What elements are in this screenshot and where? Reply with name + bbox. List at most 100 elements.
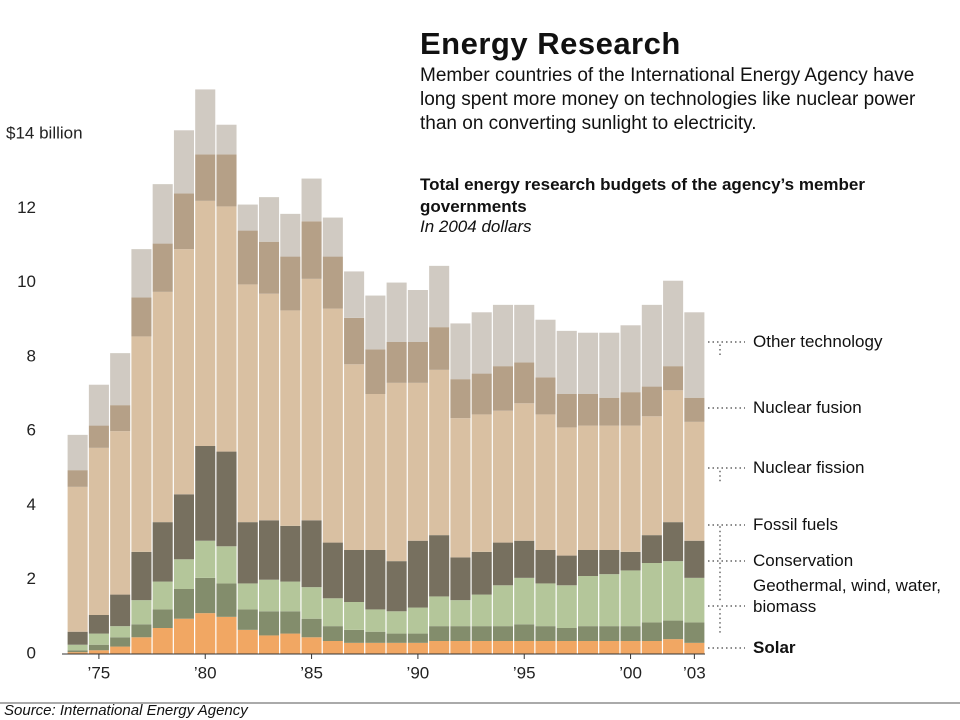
bar-segment: [67, 652, 88, 654]
bar-segment: [578, 626, 599, 641]
bar-segment: [492, 641, 513, 654]
legend-label: Nuclear fusion: [753, 398, 862, 417]
bar-segment: [322, 626, 343, 641]
bar-segment: [216, 451, 237, 547]
bar-segment: [684, 540, 705, 578]
bar-segment: [663, 280, 684, 367]
bar-segment: [280, 581, 301, 612]
x-tick-label: ’95: [513, 663, 536, 682]
y-tick-label: 0: [27, 643, 36, 662]
bar-segment: [599, 626, 620, 641]
bar-segment: [620, 641, 641, 654]
bar-segment: [471, 312, 492, 374]
bar-segment: [407, 342, 428, 383]
bar-segment: [429, 327, 450, 370]
bar-segment: [301, 520, 322, 588]
source: Source: International Energy Agency: [4, 702, 248, 719]
bar-segment: [88, 644, 109, 651]
bar-segment: [641, 304, 662, 387]
bar-segment: [131, 600, 152, 625]
bar-segment: [578, 550, 599, 576]
bar-segment: [259, 241, 280, 294]
bar-segment: [450, 557, 471, 601]
bar-segment: [365, 394, 386, 550]
bar-segment: [663, 620, 684, 640]
bar-segment: [152, 243, 173, 292]
bar-segment: [620, 570, 641, 627]
bar-segment: [344, 602, 365, 630]
bar-segment: [514, 577, 535, 625]
bar-segment: [110, 637, 131, 647]
bar-segment: [67, 650, 88, 653]
bar-segment: [259, 520, 280, 580]
y-tick-label: 2: [27, 569, 36, 588]
x-tick-label: ’00: [619, 663, 642, 682]
bar-segment: [344, 642, 365, 654]
bar-segment: [514, 362, 535, 404]
bar-segment: [301, 618, 322, 638]
bar-segment: [599, 550, 620, 575]
bar-segment: [492, 626, 513, 641]
bar-segment: [216, 124, 237, 155]
bar-segment: [492, 304, 513, 367]
bar-segment: [152, 291, 173, 523]
bar-segment: [471, 594, 492, 627]
bar-segment: [301, 637, 322, 654]
bar-segment: [322, 256, 343, 309]
bar-segment: [641, 563, 662, 623]
y-tick-label: 8: [27, 346, 36, 365]
legend-label: Nuclear fission: [753, 458, 865, 477]
bar-segment: [173, 130, 194, 194]
bar-segment: [152, 609, 173, 628]
bar-segment: [301, 178, 322, 222]
bar-segment: [131, 249, 152, 298]
bar-segment: [641, 386, 662, 417]
bar-segment: [407, 382, 428, 541]
bar-segment: [620, 551, 641, 571]
bar-segment: [301, 278, 322, 521]
bar-segment: [322, 308, 343, 543]
bar-segment: [386, 611, 407, 634]
bar-segment: [684, 642, 705, 654]
bar-segment: [514, 403, 535, 541]
bar-segment: [641, 535, 662, 563]
bar-segment: [216, 206, 237, 452]
bar-segment: [684, 421, 705, 541]
bar-segment: [620, 626, 641, 641]
bar-segment: [684, 577, 705, 623]
bar-segment: [237, 522, 258, 584]
bar-segment: [195, 200, 216, 446]
bar-segment: [556, 427, 577, 556]
bar-segment: [620, 425, 641, 552]
bar-segment: [301, 221, 322, 279]
bar-segment: [259, 579, 280, 612]
bar-segment: [365, 642, 386, 654]
bar-segment: [365, 295, 386, 350]
bar-segment: [492, 542, 513, 586]
bar-segment: [280, 256, 301, 311]
y-tick-label: 10: [17, 272, 36, 291]
bar-segment: [599, 641, 620, 654]
bar-segment: [386, 282, 407, 342]
bar-segment: [237, 204, 258, 231]
bar-segment: [152, 522, 173, 582]
bar-segment: [301, 587, 322, 619]
bar-segment: [492, 410, 513, 543]
bar-segment: [344, 629, 365, 643]
bar-segment: [365, 349, 386, 394]
bar-segment: [216, 583, 237, 617]
bar-segment: [344, 271, 365, 318]
bar-segment: [386, 342, 407, 383]
bar-segment: [259, 293, 280, 521]
bar-segment: [641, 641, 662, 654]
bar-segment: [216, 154, 237, 207]
bar-segment: [599, 397, 620, 426]
bar-segment: [88, 447, 109, 615]
bar-segment: [535, 414, 556, 550]
bar-segment: [407, 607, 428, 634]
x-tick-label: ’80: [194, 663, 217, 682]
bar-segment: [599, 425, 620, 550]
legend-label: Geothermal, wind, water, biomass: [753, 576, 942, 616]
